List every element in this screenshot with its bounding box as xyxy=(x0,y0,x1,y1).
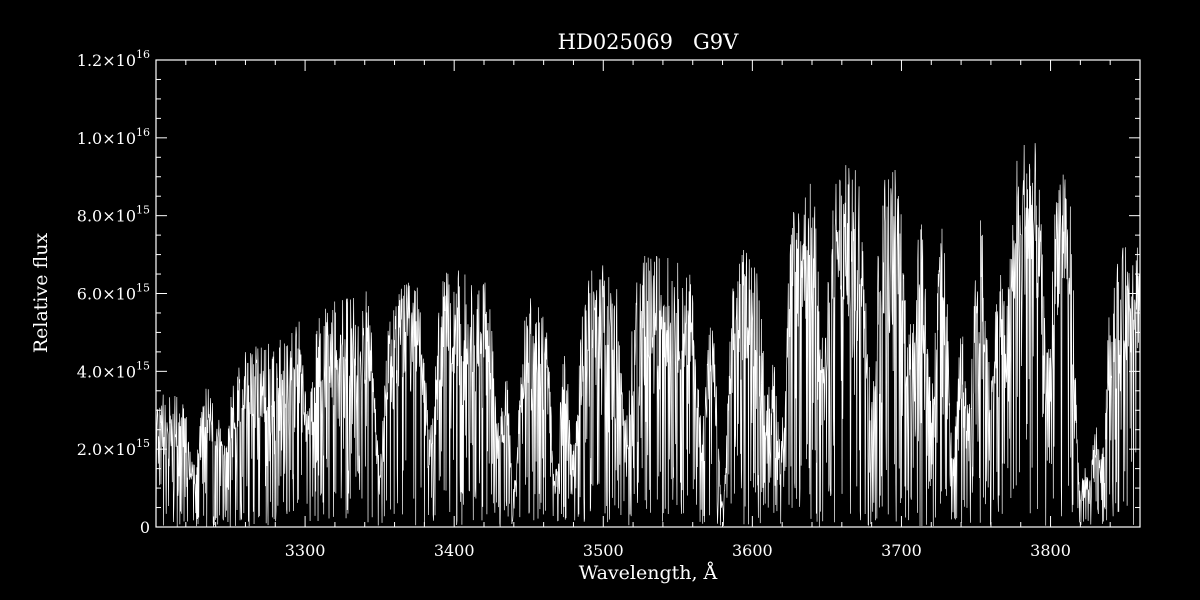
x-tick-label: 3800 xyxy=(1030,541,1071,560)
y-tick-label: 1.2×1016 xyxy=(77,48,150,70)
x-tick-label: 3700 xyxy=(881,541,922,560)
x-tick-label: 3400 xyxy=(434,541,475,560)
x-axis-ticks: 3300 3400 3500 3600 3700 3800 xyxy=(155,60,1141,560)
y-tick-label: 1.0×1016 xyxy=(77,126,150,148)
y-axis-ticks: 0 2.0×1015 4.0×1015 6.0×1015 8.0×1015 1.0×101… xyxy=(77,48,1140,537)
spectrum-series xyxy=(155,143,1141,527)
y-tick-label: 6.0×1015 xyxy=(77,282,150,304)
x-tick-label: 3500 xyxy=(583,541,624,560)
y-tick-label: 8.0×1015 xyxy=(77,204,150,226)
y-tick-label: 2.0×1015 xyxy=(77,437,150,459)
y-tick-label: 4.0×1015 xyxy=(77,359,150,381)
x-axis-label: Wavelength, Å xyxy=(579,562,718,584)
spectrum-line xyxy=(155,143,1141,527)
chart-title: HD025069 G9V xyxy=(558,30,739,54)
x-tick-label: 3600 xyxy=(732,541,773,560)
y-axis-label: Relative flux xyxy=(30,233,52,354)
x-tick-label: 3300 xyxy=(285,541,326,560)
y-tick-label: 0 xyxy=(140,518,150,537)
